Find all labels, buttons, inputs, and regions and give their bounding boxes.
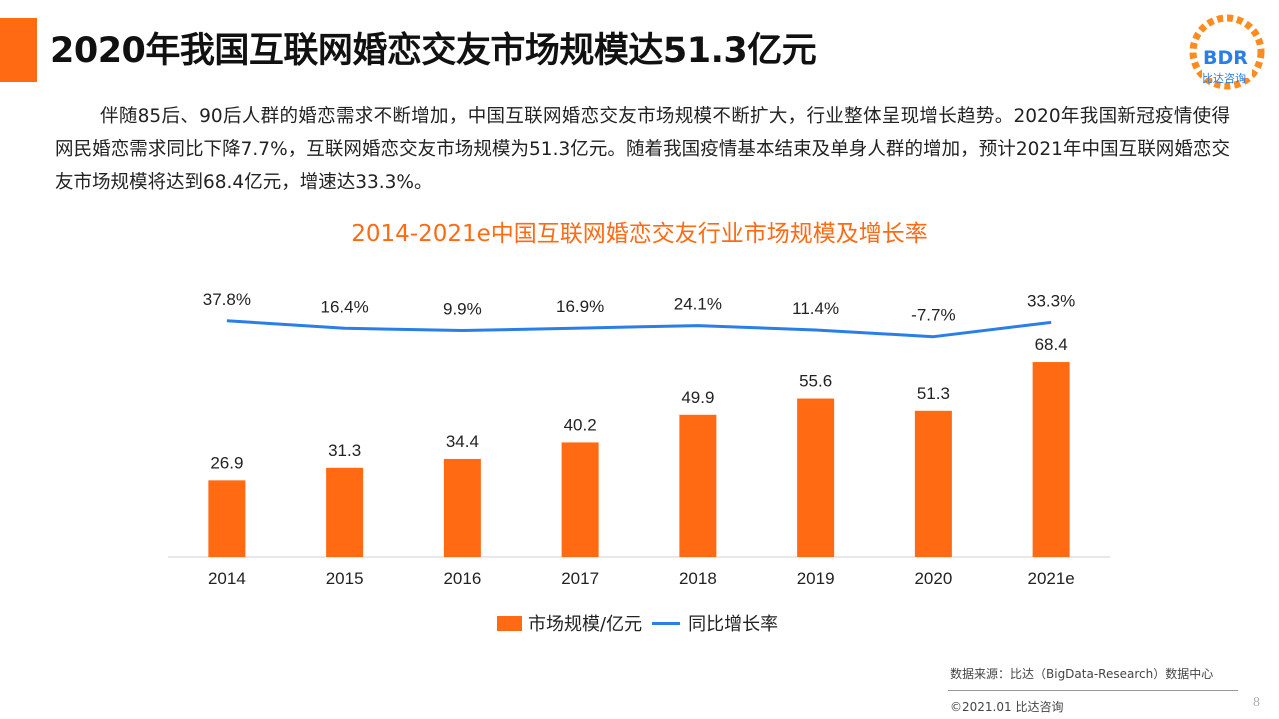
chart-legend: 市场规模/亿元 同比增长率 — [497, 610, 788, 636]
x-tick-2014: 2014 — [208, 569, 246, 588]
logo-text: BDR — [1203, 47, 1248, 69]
x-tick-2016: 2016 — [443, 569, 481, 588]
growth-label-2021e: 33.3% — [1027, 291, 1075, 310]
bar-2014 — [208, 480, 246, 557]
growth-label-2015: 16.4% — [321, 297, 369, 316]
bar-2016 — [443, 458, 481, 557]
legend-bar-swatch — [497, 615, 522, 631]
page-title: 2020年我国互联网婚恋交友市场规模达51.3亿元 — [50, 31, 817, 71]
growth-label-2017: 16.9% — [556, 297, 604, 316]
chart-title: 2014-2021e中国互联网婚恋交友行业市场规模及增长率 — [351, 221, 928, 247]
growth-rate-line — [226, 319, 1052, 339]
legend-line-swatch — [652, 621, 681, 625]
growth-label-2016: 9.9% — [443, 300, 482, 319]
legend-bar-label: 市场规模/亿元 — [528, 614, 643, 635]
bar-label-2018: 49.9 — [681, 388, 714, 407]
x-tick-2019: 2019 — [797, 569, 835, 588]
bar-label-2020: 51.3 — [917, 384, 950, 403]
growth-label-2020: -7.7% — [911, 306, 955, 325]
legend-item-growth-rate: 同比增长率 — [652, 610, 778, 636]
bar-label-2016: 34.4 — [446, 432, 479, 451]
bar-label-2019: 55.6 — [799, 372, 832, 391]
intro-paragraph: 伴随85后、90后人群的婚恋需求不断增加，中国互联网婚恋交友市场规模不断扩大，行… — [55, 106, 1230, 193]
growth-label-2014: 37.8% — [203, 290, 251, 309]
x-tick-2015: 2015 — [326, 569, 364, 588]
x-tick-2020: 2020 — [914, 569, 952, 588]
bar-label-2021e: 68.4 — [1035, 335, 1068, 354]
market-size-chart: 26.9 2014 37.8% 31.3 2015 16.4% 34.4 2016 9.9% 40… — [168, 290, 1110, 588]
footer-divider — [948, 690, 1238, 691]
x-tick-2018: 2018 — [679, 569, 717, 588]
bar-2018 — [679, 414, 717, 557]
bar-2017 — [561, 442, 599, 557]
bar-label-2017: 40.2 — [564, 415, 597, 434]
page-number: 8 — [1253, 695, 1260, 710]
bar-label-2015: 31.3 — [328, 441, 361, 460]
logo-subtitle: 比达咨询 — [1202, 72, 1246, 85]
data-source: 数据来源：比达（BigData-Research）数据中心 — [950, 667, 1214, 681]
legend-line-label: 同比增长率 — [688, 614, 779, 635]
growth-label-2019: 11.4% — [792, 299, 839, 318]
legend-item-market-size: 市场规模/亿元 — [497, 610, 642, 636]
title-accent-bar — [0, 18, 37, 82]
bdr-logo-icon — [1189, 14, 1265, 90]
copyright: ©2021.01 比达咨询 — [950, 700, 1064, 714]
bar-2020 — [914, 410, 952, 557]
x-tick-2017: 2017 — [561, 569, 599, 588]
bar-label-2014: 26.9 — [210, 453, 243, 472]
growth-label-2018: 24.1% — [674, 295, 722, 314]
bar-2019 — [797, 398, 835, 557]
bar-2015 — [326, 467, 364, 557]
x-tick-2021e: 2021e — [1027, 569, 1074, 588]
bar-2021e — [1032, 362, 1070, 557]
